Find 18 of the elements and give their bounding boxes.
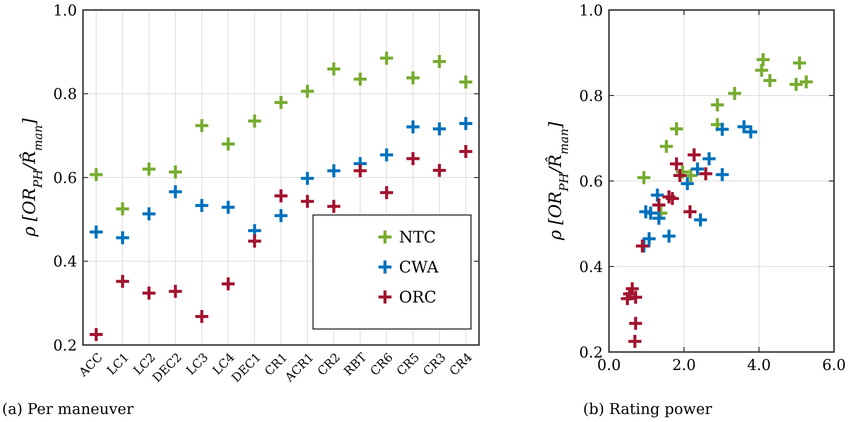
y-tick-label: 0.6 xyxy=(53,168,77,187)
legend-label: CWA xyxy=(399,258,439,277)
y-tick-label: 0.6 xyxy=(579,172,603,190)
legend-label: NTC xyxy=(399,228,436,247)
x-tick-label: 6.0 xyxy=(822,356,846,374)
x-axis-title: (a) Per maneuver xyxy=(2,400,134,418)
y-tick-label: 1.0 xyxy=(53,1,77,20)
x-axis-title: (b) Rating power xyxy=(583,400,713,418)
y-tick-label: 0.8 xyxy=(53,85,77,103)
y-tick-label: 0.4 xyxy=(579,258,603,276)
x-tick-label: 2.0 xyxy=(672,356,696,374)
x-tick-label: 4.0 xyxy=(747,356,771,374)
y-tick-label: 0.8 xyxy=(579,86,603,105)
x-tick-label: 0.0 xyxy=(597,356,621,374)
y-tick-label: 1.0 xyxy=(579,1,603,20)
y-tick-label: 0.4 xyxy=(53,252,77,270)
legend-label: ORC xyxy=(399,288,436,307)
y-tick-label: 0.2 xyxy=(53,336,77,354)
